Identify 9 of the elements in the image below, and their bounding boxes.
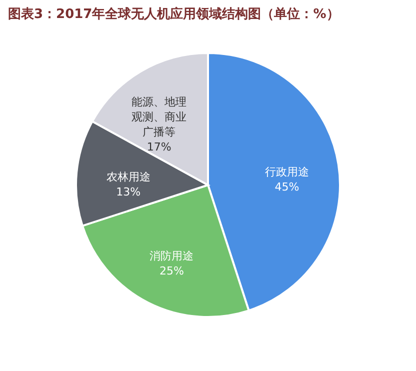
data-label: 13% — [116, 185, 141, 198]
chart-title: 图表3：2017年全球无人机应用领域结构图（单位：%） — [8, 6, 340, 22]
data-label: 25% — [159, 264, 184, 278]
slice-label: 消防用途 — [150, 249, 194, 262]
slice-label: 能源、地理观测、商业广播等 — [132, 95, 187, 138]
data-label: 17% — [146, 140, 172, 154]
slice-label: 农林用途 — [106, 170, 150, 184]
data-label: 45% — [274, 180, 300, 194]
slice-label: 行政用途 — [265, 165, 310, 178]
